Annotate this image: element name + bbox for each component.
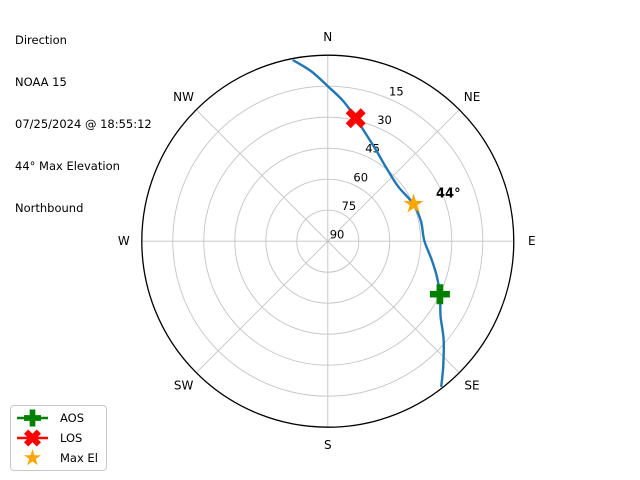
los-marker <box>345 108 366 129</box>
legend-label-maxel: Max El <box>60 451 98 465</box>
pass-direction: Northbound <box>15 201 84 215</box>
legend-label-los: LOS <box>60 431 83 445</box>
max-el-marker <box>403 193 424 213</box>
compass-label-nw: NW <box>173 90 194 104</box>
satellite-track <box>292 59 446 388</box>
elevation-ring <box>203 116 453 366</box>
legend-marker-x <box>24 429 41 447</box>
elevation-ring <box>234 147 422 335</box>
legend: AOS LOS Max El <box>10 405 107 471</box>
elevation-tick-label: 60 <box>353 170 368 184</box>
legend-marker-plus <box>24 409 41 427</box>
satellite-name: NOAA 15 <box>15 75 67 89</box>
elevation-tick-label: 15 <box>389 84 404 98</box>
elevation-tick-label: 30 <box>377 113 392 127</box>
elevation-tick-label: 90 <box>330 228 345 242</box>
compass-label-n: N <box>323 30 332 44</box>
los-x-icon <box>17 429 48 447</box>
pass-datetime: 07/25/2024 @ 18:55:12 <box>15 117 152 131</box>
elevation-ring <box>265 178 391 304</box>
legend-item-maxel: Max El <box>14 448 106 468</box>
elevation-ring <box>296 209 360 273</box>
legend-marker-star <box>24 449 41 466</box>
aos-plus-icon <box>17 409 48 427</box>
max-el-annotation: 44° <box>436 187 461 202</box>
compass-label-ne: NE <box>464 90 481 104</box>
legend-item-aos: AOS <box>14 408 106 428</box>
compass-label-se: SE <box>464 378 479 392</box>
horizon-circle <box>141 54 515 428</box>
compass-label-w: W <box>118 234 130 248</box>
compass-label-e: E <box>528 234 536 248</box>
plot-title: Direction <box>15 33 67 47</box>
legend-item-los: LOS <box>14 428 106 448</box>
max-el-star-icon <box>24 449 41 466</box>
pass-info: Direction NOAA 15 07/25/2024 @ 18:55:12 … <box>15 5 152 243</box>
compass-label-sw: SW <box>174 378 194 392</box>
aos-marker <box>429 284 450 305</box>
max-elevation-text: 44° Max Elevation <box>15 159 120 173</box>
legend-label-aos: AOS <box>60 411 85 425</box>
compass-label-s: S <box>324 438 332 452</box>
elevation-tick-label: 75 <box>342 199 357 213</box>
